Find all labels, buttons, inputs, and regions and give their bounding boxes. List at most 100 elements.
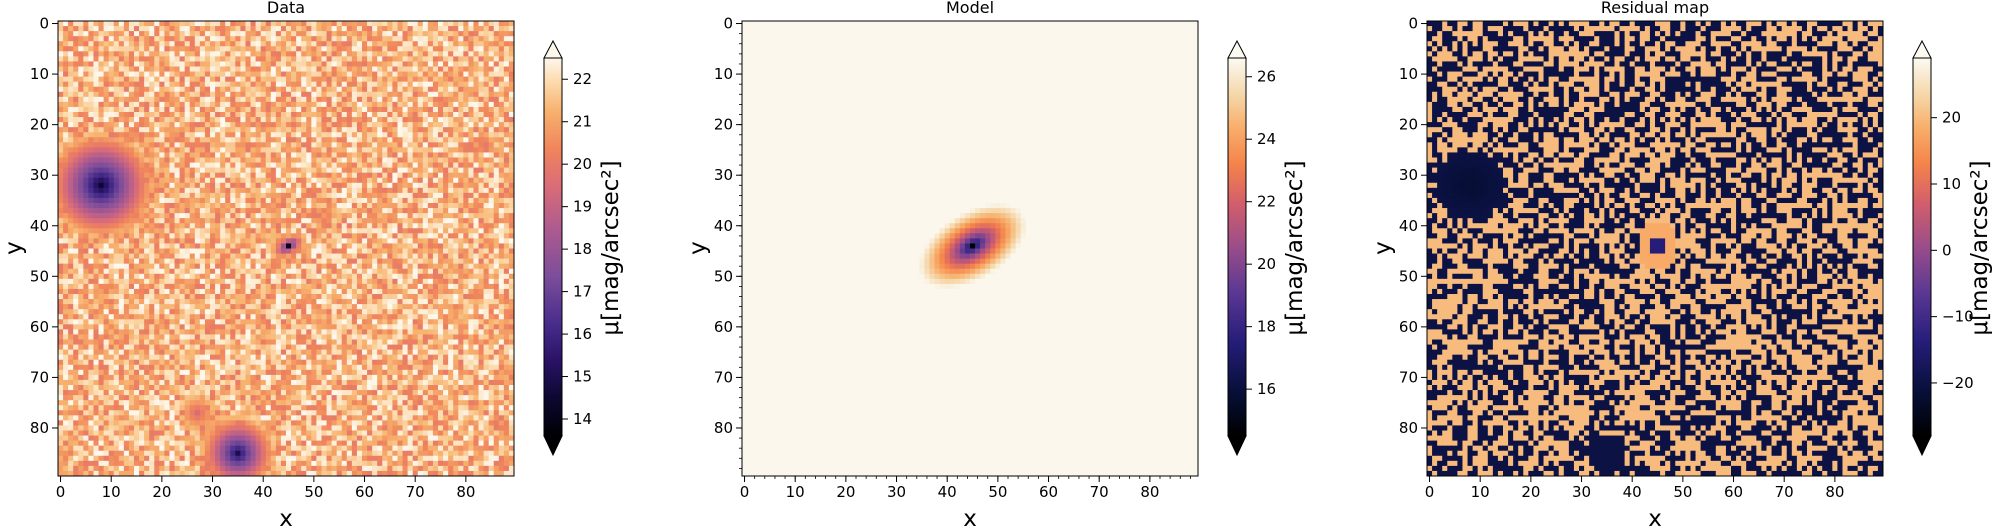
heatmap-cell <box>387 61 392 66</box>
heatmap-cell <box>504 107 509 112</box>
heatmap-cell <box>58 264 63 269</box>
heatmap-cell <box>276 193 281 198</box>
heatmap-cell <box>342 87 347 92</box>
heatmap-cell <box>93 243 98 248</box>
heatmap-cell <box>281 97 286 102</box>
heatmap-cell <box>321 77 326 82</box>
heatmap-cell <box>256 67 261 72</box>
heatmap-cell <box>276 46 281 51</box>
heatmap-cell <box>377 198 382 203</box>
heatmap-cell <box>114 188 119 193</box>
heatmap-cell <box>68 294 73 299</box>
heatmap-cell <box>58 117 63 122</box>
heatmap-cell <box>418 87 423 92</box>
heatmap-cell <box>301 77 306 82</box>
heatmap-cell <box>453 289 458 294</box>
heatmap-cell <box>200 299 205 304</box>
heatmap-cell <box>195 127 200 132</box>
heatmap-cell <box>392 163 397 168</box>
heatmap-cell <box>205 284 210 289</box>
heatmap-cell <box>433 61 438 66</box>
heatmap-cell <box>215 31 220 36</box>
heatmap-cell <box>195 56 200 61</box>
heatmap-cell <box>114 31 119 36</box>
heatmap-cell <box>93 233 98 238</box>
heatmap-cell <box>88 61 93 66</box>
heatmap-cell <box>154 223 159 228</box>
heatmap-cell <box>175 233 180 238</box>
heatmap-cell <box>180 21 185 26</box>
heatmap-cell <box>281 264 286 269</box>
heatmap-cell <box>448 158 453 163</box>
heatmap-cell <box>367 294 372 299</box>
heatmap-cell <box>489 193 494 198</box>
heatmap-cell <box>377 61 382 66</box>
heatmap-cell <box>175 26 180 31</box>
heatmap-cell <box>397 284 402 289</box>
heatmap-cell <box>387 127 392 132</box>
heatmap-cell <box>316 264 321 269</box>
heatmap-cell <box>484 56 489 61</box>
heatmap-cell <box>83 223 88 228</box>
heatmap-cell <box>357 168 362 173</box>
heatmap-cell <box>114 92 119 97</box>
heatmap-cell <box>433 77 438 82</box>
heatmap-cell <box>144 107 149 112</box>
heatmap-cell <box>93 36 98 41</box>
heatmap-cell <box>423 284 428 289</box>
heatmap-cell <box>428 284 433 289</box>
heatmap-cell <box>63 21 68 26</box>
heatmap-cell <box>251 269 256 274</box>
heatmap-cell <box>169 56 174 61</box>
heatmap-cell <box>357 198 362 203</box>
heatmap-cell <box>261 228 266 233</box>
heatmap-cell <box>83 142 88 147</box>
heatmap-cell <box>281 188 286 193</box>
heatmap-cell <box>129 213 134 218</box>
heatmap-cell <box>164 26 169 31</box>
heatmap-cell <box>448 61 453 66</box>
heatmap-cell <box>281 26 286 31</box>
heatmap-cell <box>337 218 342 223</box>
heatmap-cell <box>195 173 200 178</box>
heatmap-cell <box>387 208 392 213</box>
heatmap-cell <box>448 117 453 122</box>
heatmap-cell <box>403 238 408 243</box>
heatmap-cell <box>266 223 271 228</box>
heatmap-cell <box>499 208 504 213</box>
heatmap-cell <box>114 183 119 188</box>
heatmap-cell <box>83 72 88 77</box>
heatmap-cell <box>428 36 433 41</box>
heatmap-cell <box>321 142 326 147</box>
heatmap-cell <box>180 284 185 289</box>
heatmap-cell <box>473 178 478 183</box>
heatmap-cell <box>291 274 296 279</box>
heatmap-cell <box>230 294 235 299</box>
heatmap-cell <box>124 198 129 203</box>
heatmap-cell <box>296 117 301 122</box>
heatmap-cell <box>453 132 458 137</box>
heatmap-cell <box>235 122 240 127</box>
heatmap-cell <box>494 92 499 97</box>
heatmap-cell <box>397 132 402 137</box>
heatmap-cell <box>418 137 423 142</box>
heatmap-cell <box>195 26 200 31</box>
heatmap-cell <box>306 127 311 132</box>
heatmap-cell <box>195 249 200 254</box>
heatmap-cell <box>377 289 382 294</box>
heatmap-cell <box>149 168 154 173</box>
heatmap-cell <box>99 238 104 243</box>
heatmap-cell <box>397 254 402 259</box>
heatmap-cell <box>428 208 433 213</box>
heatmap-cell <box>225 223 230 228</box>
heatmap-cell <box>291 46 296 51</box>
heatmap-cell <box>251 208 256 213</box>
heatmap-cell <box>347 254 352 259</box>
heatmap-cell <box>281 61 286 66</box>
heatmap-cell <box>78 168 83 173</box>
heatmap-cell <box>180 72 185 77</box>
heatmap-cell <box>220 107 225 112</box>
heatmap-cell <box>83 289 88 294</box>
heatmap-cell <box>93 218 98 223</box>
